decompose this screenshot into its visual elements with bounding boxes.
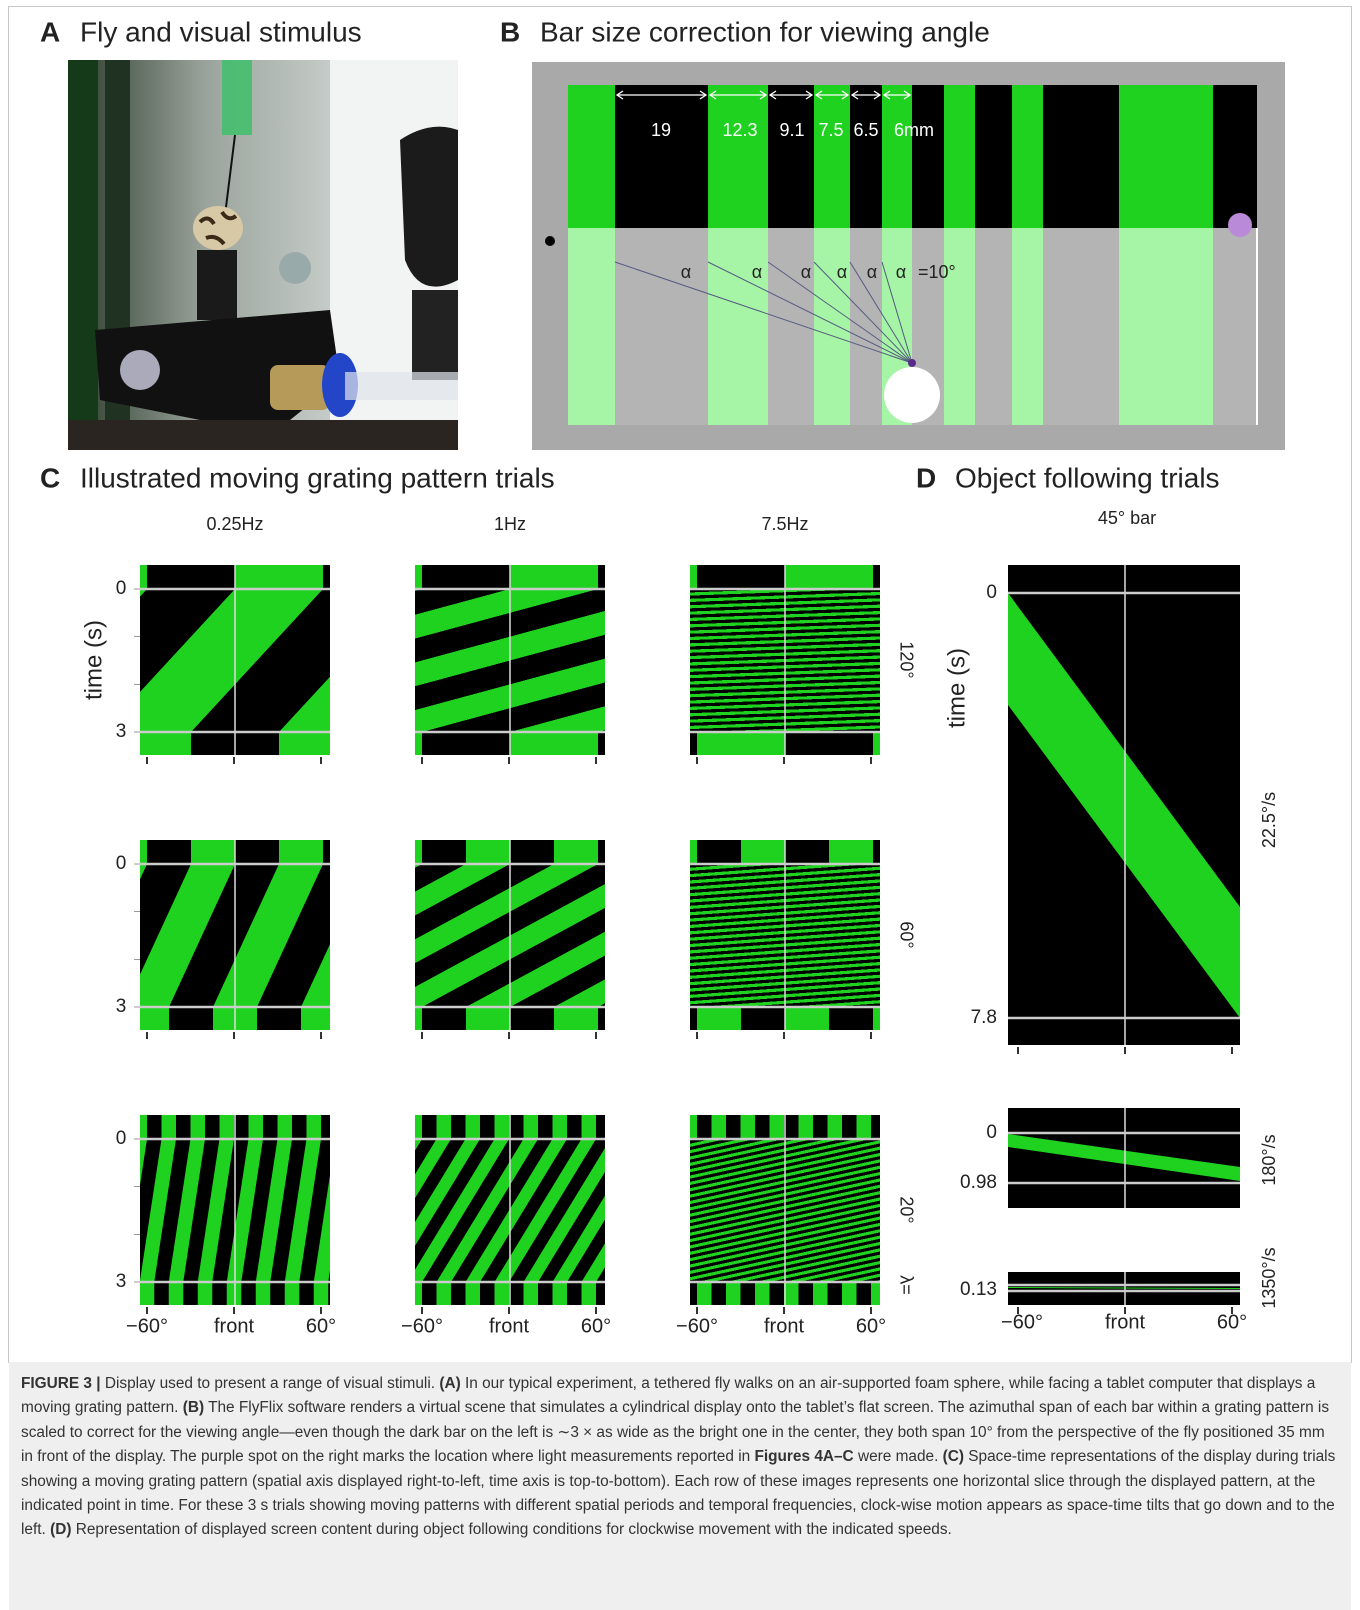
bright-bar	[882, 85, 912, 228]
y-tick-label: 0	[986, 1122, 997, 1143]
caption-run: Display used to present a range of visua…	[101, 1375, 440, 1392]
panel-letter: B	[500, 16, 520, 47]
frequency-label: 7.5Hz	[761, 514, 808, 534]
caption-run: (A)	[439, 1375, 460, 1392]
x-tick-label: front	[489, 1315, 529, 1337]
y-tick-label: 3	[116, 996, 127, 1017]
angle-label: α	[867, 262, 877, 282]
bright-bar	[1012, 85, 1043, 228]
x-tick-label: front	[764, 1315, 804, 1337]
photo	[68, 60, 458, 450]
frequency-label: 0.25Hz	[206, 514, 263, 534]
speed-label: 22.5°/s	[1259, 792, 1279, 848]
y-axis-label: time (s)	[80, 620, 107, 700]
panel-title: Object following trials	[955, 462, 1220, 493]
measurement-spot	[1228, 213, 1252, 237]
angle-label: α	[801, 262, 811, 282]
wavelength: 120°	[896, 641, 916, 678]
bar-width: 12.3	[722, 120, 757, 140]
caption-run: (D)	[50, 1521, 71, 1538]
y-tick-label: 0	[116, 853, 127, 874]
wavelength: 20°	[896, 1196, 916, 1223]
angle-label: α	[752, 262, 762, 282]
caption-run: Figures 4A–C	[754, 1448, 853, 1465]
panel-title: Fly and visual stimulus	[80, 16, 362, 47]
fly-position	[884, 367, 940, 423]
bar-width: 6mm	[894, 120, 934, 140]
panel-letter: C	[40, 462, 60, 493]
bright-bar	[708, 85, 768, 228]
y-tick-label: 3	[116, 1271, 127, 1292]
panel-letter: A	[40, 16, 60, 47]
speed-label: 180°/s	[1259, 1134, 1279, 1185]
bright-bar-shadow	[1119, 228, 1213, 425]
x-tick-label: front	[1105, 1311, 1145, 1333]
x-tick-label: −60°	[401, 1315, 443, 1337]
panel-title: Bar size correction for viewing angle	[540, 16, 990, 47]
caption-run: (B)	[183, 1399, 204, 1416]
angle-value: =10°	[918, 262, 956, 282]
angle-label: α	[896, 262, 906, 282]
angle-label: α	[837, 262, 847, 282]
y-tick-label: 0.13	[960, 1279, 997, 1300]
x-tick-label: −60°	[1001, 1311, 1043, 1333]
x-tick-label: −60°	[676, 1315, 718, 1337]
speed-label: 1350°/s	[1259, 1247, 1279, 1308]
x-tick-label: 60°	[306, 1315, 336, 1337]
bar-width: 9.1	[779, 120, 804, 140]
bright-bar-shadow	[944, 228, 975, 425]
y-tick-label: 0	[986, 582, 997, 603]
x-tick-label: 60°	[1217, 1311, 1247, 1333]
panel-subtitle: 45° bar	[1098, 508, 1156, 528]
page: A Fly and visual stimulus B Bar size cor…	[0, 0, 1360, 1610]
reference-dot	[545, 236, 555, 246]
bar-width: 7.5	[818, 120, 843, 140]
bar-width: 19	[651, 120, 671, 140]
caption-run: were made.	[854, 1448, 943, 1465]
caption-run: (C)	[943, 1448, 964, 1465]
bright-bar-shadow	[708, 228, 768, 425]
x-tick-label: 60°	[856, 1315, 886, 1337]
caption: FIGURE 3 | Display used to present a ran…	[9, 1362, 1351, 1610]
y-tick-label: 0.98	[960, 1172, 997, 1193]
bright-bar	[1119, 85, 1213, 228]
bright-bar	[568, 85, 615, 228]
panel-title: Illustrated moving grating pattern trial…	[80, 462, 555, 493]
y-tick-label: 3	[116, 721, 127, 742]
angle-label: α	[681, 262, 691, 282]
bright-bar-shadow	[1012, 228, 1043, 425]
x-tick-label: 60°	[581, 1315, 611, 1337]
y-axis-label: time (s)	[943, 648, 970, 728]
bright-bar-shadow	[568, 228, 615, 425]
bright-bar	[944, 85, 975, 228]
caption-run: FIGURE 3 |	[21, 1375, 101, 1392]
bright-bar-shadow	[814, 228, 850, 425]
y-tick-label: 0	[116, 1128, 127, 1149]
bright-bar	[814, 85, 850, 228]
bar-width: 6.5	[853, 120, 878, 140]
panel-letter: D	[916, 462, 936, 493]
frequency-label: 1Hz	[494, 514, 526, 534]
figure: A Fly and visual stimulus B Bar size cor…	[0, 0, 1360, 1360]
x-tick-label: −60°	[126, 1315, 168, 1337]
y-tick-label: 7.8	[971, 1007, 997, 1028]
x-tick-label: front	[214, 1315, 254, 1337]
wavelength: 60°	[896, 921, 916, 948]
fly-eye	[908, 359, 916, 367]
y-tick-label: 0	[116, 578, 127, 599]
caption-run: Representation of displayed screen conte…	[71, 1521, 951, 1538]
wavelength-label: λ=	[896, 1275, 916, 1295]
